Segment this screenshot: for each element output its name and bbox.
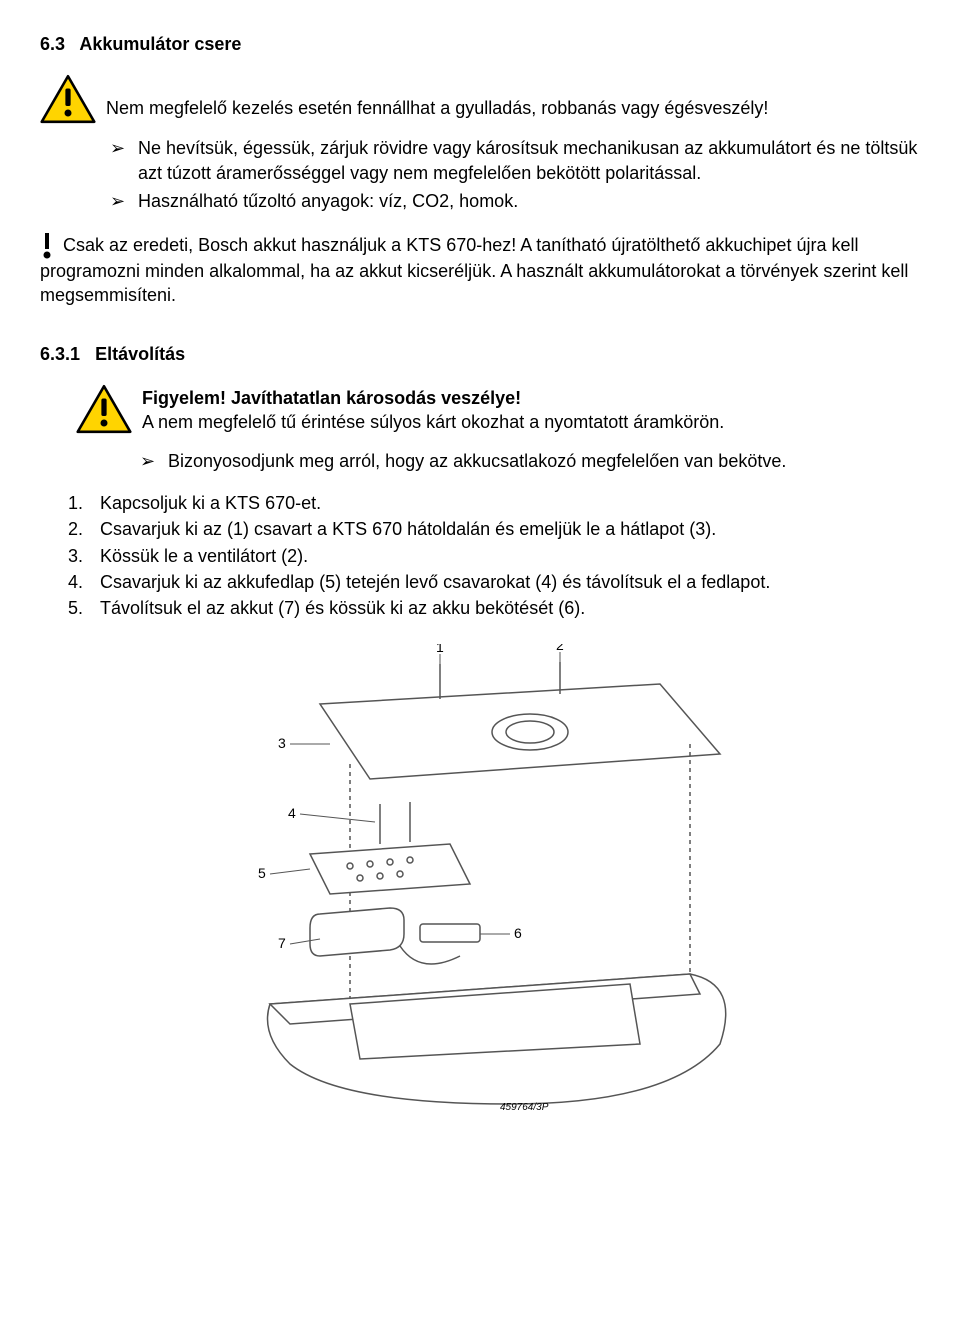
section-heading-6-3: 6.3 Akkumulátor csere (40, 32, 920, 56)
diagram-label-1: 1 (436, 644, 444, 655)
warning-text-1: Nem megfelelő kezelés esetén fennállhat … (106, 96, 768, 124)
diagram-label-6: 6 (514, 925, 522, 941)
diagram-caption: 459764/3P (500, 1102, 549, 1113)
step-item: Kössük le a ventilátort (2). (88, 544, 920, 568)
warning2-line: A nem megfelelő tű érintése súlyos kárt … (142, 410, 724, 434)
list-item: Használható tűzoltó anyagok: víz, CO2, h… (110, 189, 920, 213)
warning2-bold: Figyelem! Javíthatatlan károsodás veszél… (142, 386, 724, 410)
note-list: Bizonyosodjunk meg arról, hogy az akkucs… (40, 449, 920, 473)
step-text: Kapcsoljuk ki a KTS 670-et. (100, 493, 321, 513)
diagram-label-5: 5 (258, 865, 266, 881)
info-text: Csak az eredeti, Bosch akkut használjuk … (40, 235, 908, 305)
exploded-diagram: 1 2 3 4 5 6 7 459764/3P (200, 644, 760, 1114)
list-item: Ne hevítsük, égessük, zárjuk rövidre vag… (110, 136, 920, 185)
section-title: Eltávolítás (95, 344, 185, 364)
warning-triangle-icon (40, 74, 96, 124)
diagram-label-4: 4 (288, 805, 296, 821)
list-item: Bizonyosodjunk meg arról, hogy az akkucs… (140, 449, 920, 473)
warning-row-2: Figyelem! Javíthatatlan károsodás veszél… (40, 384, 920, 435)
info-exclamation-icon (40, 233, 54, 259)
step-item: Csavarjuk ki az akkufedlap (5) tetején l… (88, 570, 920, 594)
step-text: Távolítsuk el az akkut (7) és kössük ki … (100, 598, 585, 618)
step-item: Kapcsoljuk ki a KTS 670-et. (88, 491, 920, 515)
step-text: Csavarjuk ki az akkufedlap (5) tetején l… (100, 572, 770, 592)
removal-steps: Kapcsoljuk ki a KTS 670-et. Csavarjuk ki… (40, 491, 920, 620)
step-item: Távolítsuk el az akkut (7) és kössük ki … (88, 596, 920, 620)
diagram-label-2: 2 (556, 644, 564, 653)
warning-triangle-icon (76, 384, 132, 434)
step-text: Csavarjuk ki az (1) csavart a KTS 670 há… (100, 519, 716, 539)
list-item-text: Használható tűzoltó anyagok: víz, CO2, h… (138, 191, 518, 211)
section-number: 6.3.1 (40, 344, 80, 364)
diagram-label-3: 3 (278, 735, 286, 751)
section-title: Akkumulátor csere (79, 34, 241, 54)
info-paragraph: Csak az eredeti, Bosch akkut használjuk … (40, 233, 920, 308)
exploded-diagram-wrap: 1 2 3 4 5 6 7 459764/3P (40, 644, 920, 1120)
warning-row-1: Nem megfelelő kezelés esetén fennállhat … (40, 74, 920, 124)
list-item-text: Bizonyosodjunk meg arról, hogy az akkucs… (168, 451, 786, 471)
section-number: 6.3 (40, 34, 65, 54)
step-text: Kössük le a ventilátort (2). (100, 546, 308, 566)
list-item-text: Ne hevítsük, égessük, zárjuk rövidre vag… (138, 138, 917, 182)
step-item: Csavarjuk ki az (1) csavart a KTS 670 há… (88, 517, 920, 541)
section-heading-6-3-1: 6.3.1 Eltávolítás (40, 342, 920, 366)
warning-bullet-list: Ne hevítsük, égessük, zárjuk rövidre vag… (40, 136, 920, 213)
diagram-label-7: 7 (278, 935, 286, 951)
